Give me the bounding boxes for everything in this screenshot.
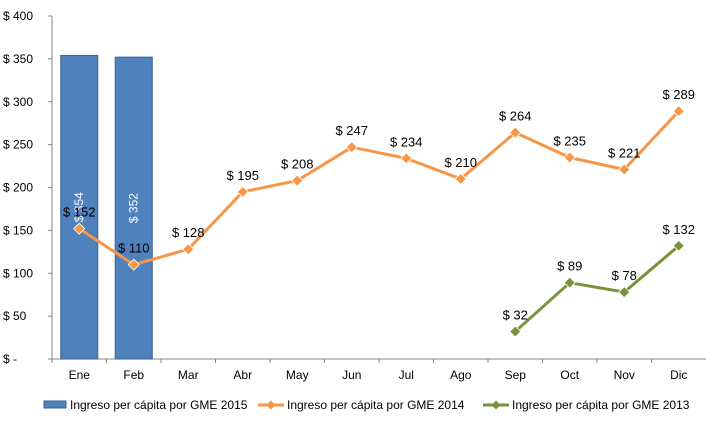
diamond-marker [563,151,576,164]
bars-2015 [60,54,153,360]
point-data-label: $ 234 [390,134,423,149]
diamond-marker [291,174,304,187]
x-tick-label: Feb [123,368,144,382]
data-points [73,105,685,338]
x-tick-label: Abr [233,368,252,382]
x-tick-label: Sep [505,368,527,382]
diamond-marker [182,243,195,256]
y-tick-label: $ 100 [3,266,33,280]
legend-label: Ingreso per cápita por GME 2014 [287,398,465,412]
point-data-label: $ 78 [612,268,637,283]
diamond-marker [672,105,685,118]
point-data-label: $ 208 [281,157,314,172]
legend-diamond-icon [491,400,501,410]
y-tick-label: $ 150 [3,223,33,237]
x-tick-label: Dic [670,368,687,382]
legend-swatch-2015 [43,400,67,409]
bar-data-label: $ 352 [127,193,141,223]
diamond-marker [345,141,358,154]
y-tick-label: $ 200 [3,181,33,195]
point-data-label: $ 32 [503,308,528,323]
x-tick-label: Ago [450,368,472,382]
x-tick-label: Nov [614,368,635,382]
x-axis-tick-labels: Ene Feb Mar Abr May Jun Jul Ago Sep Oct Nov Dic [51,359,687,382]
bar-data-label: $ 354 [72,192,86,222]
point-data-label: $ 195 [226,168,259,183]
diamond-marker [400,152,413,165]
diamond-marker [618,286,631,299]
x-tick-label: May [286,368,309,382]
x-tick-label: Jul [399,368,414,382]
point-data-label: $ 110 [118,241,150,256]
point-data-label: $ 264 [499,109,532,124]
diamond-marker [563,276,576,289]
data-labels: $ 354 $ 352 $ 152 $ 110 $ 128 $ 195 $ 208 $ 247… [63,87,695,322]
diamond-marker [73,222,86,235]
diamond-marker [509,325,522,338]
diamond-marker [454,172,467,185]
diamond-marker [672,239,685,252]
line-series-2 [514,244,680,333]
y-tick-label: $ 250 [3,138,33,152]
x-tick-label: Jun [342,368,361,382]
x-tick-label: Mar [178,368,199,382]
point-data-label: $ 235 [553,133,586,148]
point-data-label: $ 210 [444,155,477,170]
line-series-1 [78,110,680,267]
point-data-label: $ 89 [557,259,582,274]
y-tick-label: $ 400 [3,9,33,23]
y-tick-label: $ 350 [3,52,33,66]
x-tick-label: Ene [69,368,91,382]
legend-diamond-icon [266,400,276,410]
point-data-label: $ 128 [172,225,205,240]
diamond-marker [236,185,249,198]
y-tick-label: $ 300 [3,95,33,109]
y-tick-label: $ - [3,352,17,366]
point-data-label: $ 152 [63,205,96,220]
y-axis-tick-labels: $ - $ 50 $ 100 $ 150 $ 200 $ 250 $ 300 $ 350 $ 4… [3,9,52,366]
line-series [78,110,680,333]
bar-2015-feb [114,56,153,360]
point-data-label: $ 132 [662,222,695,237]
bar-2015-ene [60,54,99,360]
y-tick-label: $ 50 [3,309,27,323]
legend-label: Ingreso per cápita por GME 2013 [512,398,690,412]
point-data-label: $ 247 [335,123,368,138]
point-data-label: $ 289 [662,87,695,102]
legend: Ingreso per cápita por GME 2015 Ingreso p… [43,398,690,412]
diamond-marker [509,126,522,139]
legend-label: Ingreso per cápita por GME 2015 [70,398,248,412]
point-data-label: $ 221 [608,145,641,160]
diamond-marker [618,163,631,176]
x-tick-label: Oct [560,368,579,382]
diamond-marker [127,258,140,271]
